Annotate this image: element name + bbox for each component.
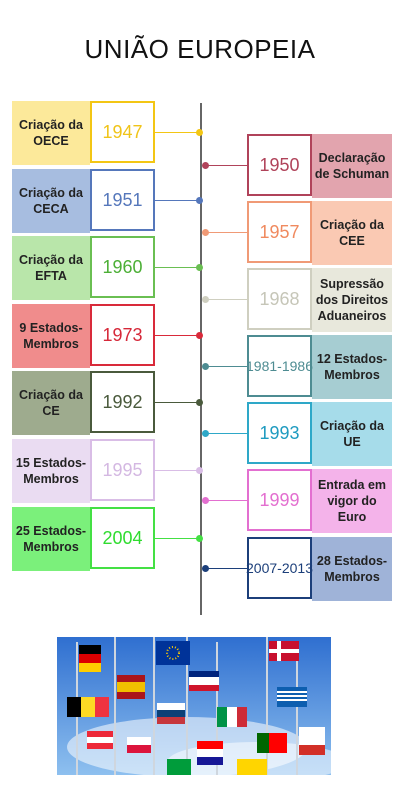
timeline-dot (196, 129, 203, 136)
event-year: 1960 (90, 236, 155, 298)
timeline-event: Criação da CECA 1951 (12, 169, 203, 233)
event-year: 1992 (90, 371, 155, 433)
timeline-event: Criação da CEE 1957 (200, 201, 392, 265)
event-year: 1999 (247, 469, 312, 531)
event-year-line: 1986 (281, 357, 313, 374)
event-year: 1995 (90, 439, 155, 501)
page-title: UNIÃO EUROPEIA (84, 34, 316, 64)
timeline-dot (202, 497, 209, 504)
event-label: Supressão dos Direitos Aduaneiros (312, 268, 392, 332)
timeline-event: Criação da CE 1992 (12, 371, 203, 435)
event-year: 1950 (247, 134, 312, 196)
event-label: 12 Estados-Membros (312, 335, 392, 399)
event-year-line: 1981 (246, 357, 278, 374)
event-year-line: 2013 (281, 559, 313, 576)
event-label: Criação da OECE (12, 101, 90, 165)
timeline-event: 28 Estados-Membros 2007-2013 (200, 537, 392, 601)
event-label: Criação da UE (312, 402, 392, 466)
event-label: Declaração de Schuman (312, 134, 392, 198)
event-year-line: - (277, 559, 282, 576)
timeline-dot (196, 197, 203, 204)
timeline-event: 25 Estados-Membros 2004 (12, 507, 203, 571)
event-label: Criação da CEE (312, 201, 392, 265)
connector-line (155, 132, 200, 133)
connector-line (205, 232, 247, 233)
event-year: 1968 (247, 268, 312, 330)
connector-line (155, 402, 200, 403)
event-label: 9 Estados-Membros (12, 304, 90, 368)
timeline-dot (196, 264, 203, 271)
event-year: 1951 (90, 169, 155, 231)
connector-line (205, 366, 247, 367)
eu-flags-photo (57, 637, 331, 775)
event-year: 1981-1986 (246, 335, 313, 397)
timeline-dot (196, 399, 203, 406)
timeline-event: Entrada em vigor do Euro 1999 (200, 469, 392, 533)
event-year: 1993 (247, 402, 312, 464)
event-label: Criação da CECA (12, 169, 90, 233)
event-label: 15 Estados-Membros (12, 439, 90, 503)
timeline-dot (202, 430, 209, 437)
timeline-event: Criação da EFTA 1960 (12, 236, 203, 300)
event-year: 1957 (247, 201, 312, 263)
connector-line (155, 267, 200, 268)
timeline-dot (196, 535, 203, 542)
connector-line (155, 470, 200, 471)
timeline-event: 15 Estados-Membros 1995 (12, 439, 203, 503)
timeline-dot (202, 363, 209, 370)
timeline-dot (202, 162, 209, 169)
timeline-event: 9 Estados-Membros 1973 (12, 304, 203, 368)
timeline-event: Declaração de Schuman 1950 (200, 134, 392, 198)
timeline-event: Criação da OECE 1947 (12, 101, 203, 165)
connector-line (155, 335, 200, 336)
connector-line (155, 538, 200, 539)
event-year: 1947 (90, 101, 155, 163)
connector-line (205, 500, 247, 501)
timeline-dot (202, 229, 209, 236)
timeline-axis (200, 103, 202, 615)
event-label: Criação da CE (12, 371, 90, 435)
connector-line (205, 568, 247, 569)
event-year-line: 2007 (246, 559, 278, 576)
connector-line (205, 433, 247, 434)
event-label: Entrada em vigor do Euro (312, 469, 392, 533)
timeline-event: 12 Estados-Membros 1981-1986 (200, 335, 392, 399)
connector-line (155, 200, 200, 201)
event-year-line: - (277, 357, 282, 374)
event-year: 1973 (90, 304, 155, 366)
event-year: 2004 (90, 507, 155, 569)
event-year: 2007-2013 (246, 537, 313, 599)
timeline-dot (196, 332, 203, 339)
event-label: Criação da EFTA (12, 236, 90, 300)
timeline-dot (202, 565, 209, 572)
event-label: 28 Estados-Membros (312, 537, 392, 601)
event-label: 25 Estados-Membros (12, 507, 90, 571)
timeline-event: Supressão dos Direitos Aduaneiros 1968 (200, 268, 392, 332)
connector-line (205, 299, 247, 300)
timeline-dot (196, 467, 203, 474)
timeline-dot (202, 296, 209, 303)
timeline-event: Criação da UE 1993 (200, 402, 392, 466)
connector-line (205, 165, 247, 166)
